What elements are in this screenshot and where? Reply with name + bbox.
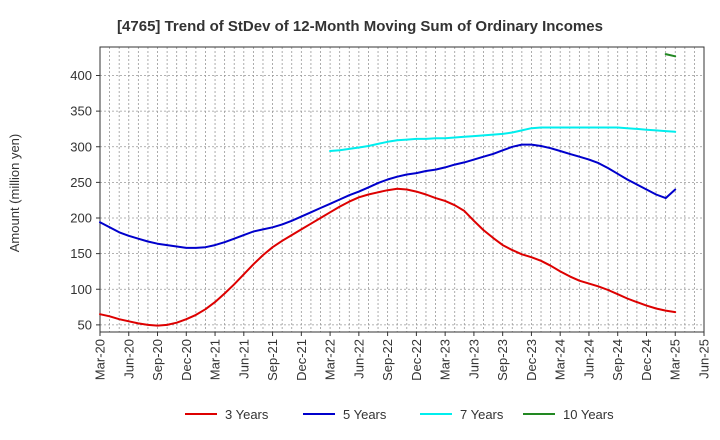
series-line-7-years <box>329 126 677 152</box>
x-tick-label: Mar-23 <box>438 339 453 380</box>
series-line-3-years <box>99 187 677 327</box>
grid <box>100 47 704 332</box>
plot-border <box>99 46 705 333</box>
x-tick-label: Dec-22 <box>409 339 424 381</box>
y-tick-label: 400 <box>70 68 92 83</box>
y-tick-label: 350 <box>70 104 92 119</box>
x-tick-label: Jun-23 <box>466 339 481 379</box>
plot-frame <box>99 46 705 333</box>
x-tick-label: Jun-22 <box>351 339 366 379</box>
x-tick-label: Jun-21 <box>236 339 251 379</box>
x-axis-ticks: Mar-20 Jun-20 Sep-20 Dec-20 Mar-21 Jun-21 Sep-… <box>93 332 712 381</box>
x-tick-label: Mar-24 <box>553 339 568 380</box>
series-line-5-years <box>99 143 677 249</box>
x-tick-label: Sep-22 <box>380 339 395 381</box>
legend-item-5-years: 5 Years <box>303 407 387 422</box>
legend-item-7-years: 7 Years <box>420 407 504 422</box>
legend: 3 Years 5 Years 7 Years 10 Years <box>185 407 614 422</box>
x-tick-label: Sep-24 <box>610 339 625 381</box>
legend-label: 3 Years <box>225 407 269 422</box>
x-tick-label: Mar-22 <box>323 339 338 380</box>
y-axis-label: Amount (million yen) <box>7 134 22 253</box>
y-tick-label: 100 <box>70 282 92 297</box>
chart-title: [4765] Trend of StDev of 12-Month Moving… <box>117 18 603 35</box>
x-tick-label: Mar-20 <box>93 339 108 380</box>
x-tick-label: Dec-21 <box>294 339 309 381</box>
x-tick-label: Sep-23 <box>495 339 510 381</box>
legend-item-10-years: 10 Years <box>523 407 614 422</box>
y-tick-label: 150 <box>70 246 92 261</box>
legend-label: 10 Years <box>563 407 614 422</box>
legend-label: 7 Years <box>460 407 504 422</box>
x-tick-label: Jun-24 <box>581 339 596 379</box>
x-tick-label: Dec-20 <box>179 339 194 381</box>
y-tick-label: 200 <box>70 211 92 226</box>
x-tick-label: Mar-21 <box>208 339 223 380</box>
x-tick-label: Mar-25 <box>668 339 683 380</box>
x-tick-label: Jun-25 <box>697 339 712 379</box>
y-tick-label: 300 <box>70 139 92 154</box>
y-tick-label: 50 <box>78 317 92 332</box>
x-tick-label: Dec-24 <box>639 339 654 381</box>
x-tick-label: Sep-21 <box>265 339 280 381</box>
y-axis-ticks: 50 100 150 200 250 300 350 400 <box>70 68 100 332</box>
legend-item-3-years: 3 Years <box>185 407 269 422</box>
x-tick-label: Sep-20 <box>150 339 165 381</box>
series-group <box>99 53 677 327</box>
series-line-10-years <box>664 53 677 58</box>
x-tick-label: Jun-20 <box>121 339 136 379</box>
x-tick-label: Dec-23 <box>524 339 539 381</box>
y-tick-label: 250 <box>70 175 92 190</box>
legend-label: 5 Years <box>343 407 387 422</box>
